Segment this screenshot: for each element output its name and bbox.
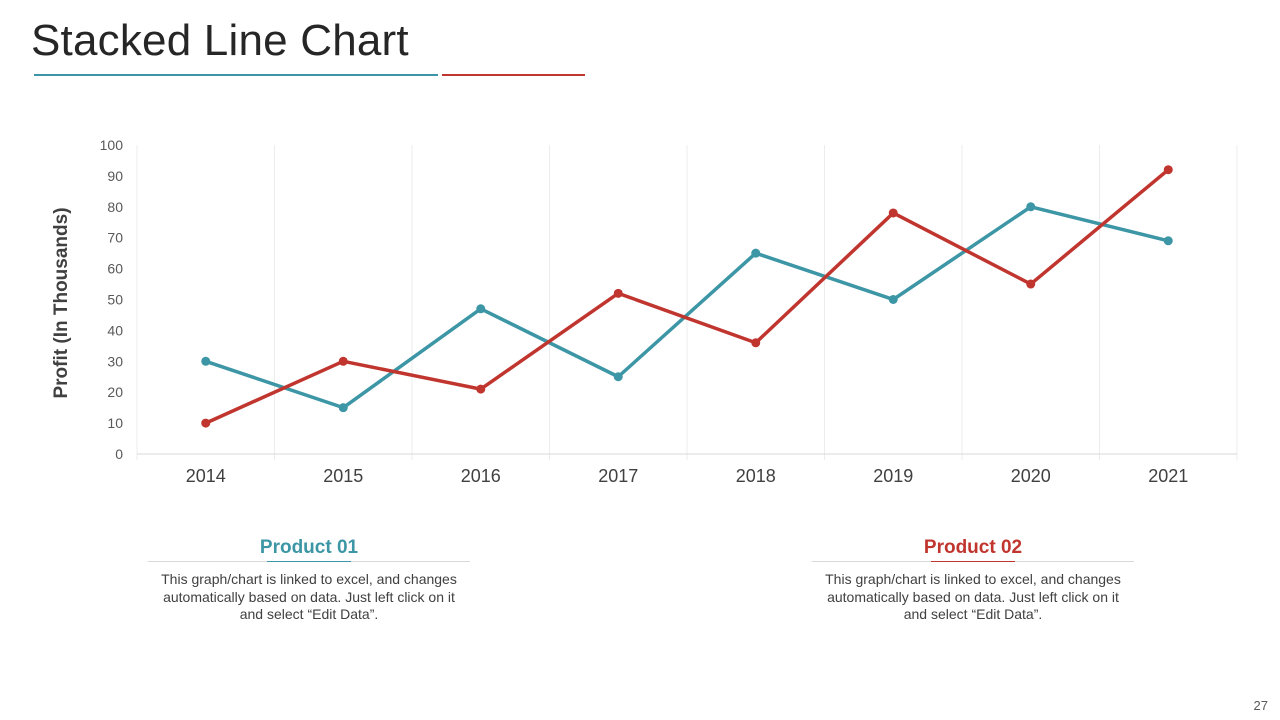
product-02-title: Product 02 (923, 537, 1023, 558)
y-tick-label: 10 (107, 415, 123, 431)
y-tick-label: 60 (107, 261, 123, 277)
data-point-series-1[interactable] (1163, 236, 1173, 246)
y-tick-label: 100 (100, 137, 124, 153)
product-01-description: This graph/chart is linked to excel, and… (161, 571, 457, 622)
y-tick-label: 40 (107, 322, 123, 338)
x-tick-label: 2016 (461, 466, 501, 486)
data-point-series-2[interactable] (888, 208, 898, 218)
chart-series (201, 165, 1173, 428)
product-01-block: Product 01 This graph/chart is linked to… (148, 535, 470, 624)
data-point-series-2[interactable] (613, 288, 623, 298)
series-line-2[interactable] (204, 167, 1170, 425)
data-point-series-1[interactable] (751, 248, 761, 258)
data-point-series-2[interactable] (751, 338, 761, 348)
y-tick-label: 50 (107, 292, 123, 308)
product-02-description: This graph/chart is linked to excel, and… (825, 571, 1121, 622)
y-axis-title: Profit (In Thousands) (51, 207, 72, 398)
page-number: 27 (1253, 698, 1268, 713)
product-02-block: Product 02 This graph/chart is linked to… (812, 535, 1134, 624)
data-point-series-2[interactable] (1163, 165, 1173, 175)
data-point-series-2[interactable] (338, 356, 348, 366)
y-tick-label: 0 (115, 446, 123, 462)
x-tick-label: 2019 (873, 466, 913, 486)
y-tick-label: 80 (107, 199, 123, 215)
line-chart[interactable]: 0 10 20 30 40 50 60 70 80 90 100 2014 2015 2016 2017 20… (0, 0, 1280, 520)
y-tick-label: 90 (107, 168, 123, 184)
x-tick-label: 2015 (323, 466, 363, 486)
x-tick-label: 2021 (1148, 466, 1188, 486)
x-tick-label: 2014 (186, 466, 226, 486)
slide-title: Stacked Line Chart (31, 16, 409, 65)
x-tick-label: 2020 (1011, 466, 1051, 486)
title-underline-red (442, 74, 585, 76)
data-point-series-1[interactable] (888, 295, 898, 304)
data-point-series-2[interactable] (476, 384, 486, 394)
y-tick-label: 30 (107, 353, 123, 369)
product-01-title: Product 01 (259, 537, 359, 558)
x-tick-label: 2018 (736, 466, 776, 486)
product-02-divider (812, 561, 1134, 562)
data-point-series-1[interactable] (613, 372, 623, 382)
product-01-divider (148, 561, 470, 562)
chart-axes: 0 10 20 30 40 50 60 70 80 90 100 2014 2015 2016 2017 20… (100, 137, 1237, 486)
data-point-series-1[interactable] (1026, 202, 1036, 212)
title-underline-teal (34, 74, 438, 76)
x-tick-label: 2017 (598, 466, 638, 486)
data-point-series-2[interactable] (1026, 279, 1036, 289)
y-tick-label: 70 (107, 230, 123, 246)
data-point-series-1[interactable] (338, 403, 348, 413)
data-point-series-2[interactable] (201, 418, 211, 428)
series-line-1[interactable] (204, 205, 1170, 410)
data-point-series-1[interactable] (476, 304, 486, 314)
data-point-series-1[interactable] (201, 356, 211, 366)
y-tick-label: 20 (107, 384, 123, 400)
chart-grid (136, 145, 1238, 460)
